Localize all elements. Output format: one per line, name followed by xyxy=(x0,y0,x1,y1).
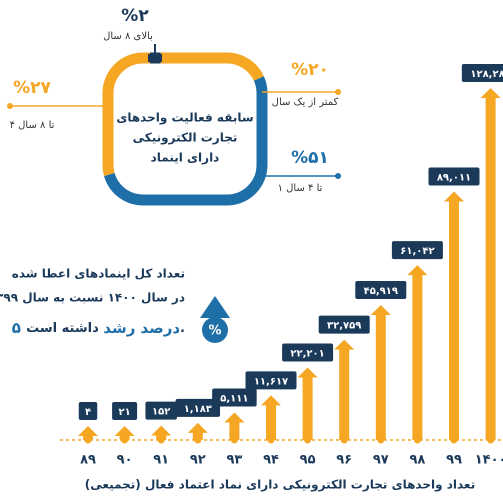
connector-dot xyxy=(335,173,341,179)
base-dot xyxy=(450,436,458,444)
ring-value-label: %۵۱ xyxy=(291,148,329,168)
icon-circle xyxy=(202,317,228,343)
ring-category-label: بالای ۸ سال xyxy=(103,31,153,42)
bar-title: تعداد واحدهای تجارت الکترونیکی دارای نما… xyxy=(85,478,475,493)
arrow-head xyxy=(224,412,245,423)
value-box xyxy=(282,343,334,362)
base-dot xyxy=(194,436,202,444)
base-dot xyxy=(377,436,385,444)
base-dot xyxy=(121,436,129,444)
arrow-shaft xyxy=(192,430,203,440)
value-box xyxy=(461,64,503,82)
x-tick-label: ۹۳ xyxy=(226,453,242,468)
value-label: ۱,۱۸۳ xyxy=(184,404,212,415)
base-dot xyxy=(84,436,92,444)
connector-cap xyxy=(148,54,162,62)
base-dot xyxy=(267,436,275,444)
ring-value-label: %۲۷ xyxy=(13,78,51,98)
base-dot xyxy=(413,436,421,444)
ring-segment xyxy=(102,52,268,206)
ring-category-label: ۱ تا ۴ سال xyxy=(278,183,323,194)
value-box xyxy=(175,398,221,417)
base-dot xyxy=(487,436,495,444)
arrow-head xyxy=(480,88,501,98)
value-box xyxy=(212,388,257,407)
arrow-head xyxy=(407,265,428,276)
arrow-shaft xyxy=(266,403,276,440)
arrow-head xyxy=(151,425,172,436)
value-label: ۵,۱۱۱ xyxy=(220,394,248,405)
note-line: در سال ۱۴۰۰ نسبت به سال ۱۳۹۹ xyxy=(0,291,185,305)
x-tick-label: ۹۶ xyxy=(336,453,352,468)
value-box xyxy=(318,315,370,334)
base-dot xyxy=(340,436,348,444)
value-label: ۱۵۲ xyxy=(152,407,170,418)
value-box xyxy=(78,401,98,420)
ring-title: دارای اینماد xyxy=(151,151,220,165)
arrow-shaft xyxy=(229,420,240,440)
ring-category-label: ۴ تا ۸ سال xyxy=(10,120,55,131)
value-box xyxy=(145,401,177,420)
x-tick-label: ۹۰ xyxy=(117,453,133,468)
value-box xyxy=(245,371,297,390)
arrow-shaft xyxy=(302,375,313,440)
value-label: ۳۲,۷۵۹ xyxy=(327,321,361,332)
ring-value-label: %۲ xyxy=(121,6,149,26)
arrow-head xyxy=(444,191,464,202)
arrow-shaft xyxy=(339,347,350,440)
x-tick-label: ۹۵ xyxy=(300,453,316,468)
value-label: ۱۱,۶۱۷ xyxy=(254,376,288,387)
icon-text: % xyxy=(208,324,221,339)
x-tick-label: ۹۷ xyxy=(373,453,389,468)
arrow-shaft xyxy=(412,273,423,440)
base-dot xyxy=(157,436,165,444)
value-label: ۱۲۸,۲۸۰ xyxy=(470,69,503,80)
value-box xyxy=(112,401,138,420)
value-label: ۴۵,۹۱۹ xyxy=(364,286,398,297)
arrow-shaft xyxy=(375,313,386,440)
x-tick-label: ۹۱ xyxy=(153,453,169,468)
ring-segment xyxy=(102,52,268,206)
arrow-shaft xyxy=(449,199,459,440)
ring-title: سابقه فعالیت واحدهای xyxy=(116,111,253,126)
arrow-head xyxy=(187,422,208,433)
connector-dot xyxy=(335,89,341,95)
connector-dot xyxy=(7,103,13,109)
arrow-shaft xyxy=(485,96,496,440)
base-dot xyxy=(230,436,238,444)
value-label: ۲۲,۲۰۱ xyxy=(290,349,324,360)
x-tick-label: ۹۸ xyxy=(409,453,425,468)
value-box xyxy=(391,241,443,260)
note-line: تعداد کل اینمادهای اعطا شده xyxy=(12,267,185,281)
ring-category-label: کمتر از یک سال xyxy=(272,97,339,108)
ring-title: تجارت الکترونیکی xyxy=(133,131,238,146)
x-tick-label: ۹۲ xyxy=(190,453,206,468)
arrow-head xyxy=(261,395,281,406)
value-label: ۴ xyxy=(85,407,91,418)
note-line: ۵ درصد رشد داشته است. xyxy=(12,319,185,337)
value-label: ۸۹,۰۱۱ xyxy=(437,172,471,183)
value-box xyxy=(355,281,407,300)
ring-segment xyxy=(102,52,268,206)
x-tick-label: ۸۹ xyxy=(80,453,96,468)
x-tick-label: ۱۴۰۰ xyxy=(475,453,503,468)
x-tick-label: ۹۴ xyxy=(263,453,279,468)
ring-segment xyxy=(102,52,268,206)
value-label: ۲۱ xyxy=(118,407,130,418)
arrow-head xyxy=(334,339,355,350)
arrow-head xyxy=(370,305,391,316)
growth-arrow xyxy=(200,296,230,318)
arrow-head xyxy=(297,367,318,378)
arrow-head xyxy=(78,425,98,436)
value-box xyxy=(428,167,480,186)
x-tick-label: ۹۹ xyxy=(446,453,462,468)
value-label: ۶۱,۰۴۲ xyxy=(400,246,434,257)
ring-value-label: %۲۰ xyxy=(291,60,329,80)
base-dot xyxy=(304,436,312,444)
arrow-head xyxy=(114,425,135,436)
